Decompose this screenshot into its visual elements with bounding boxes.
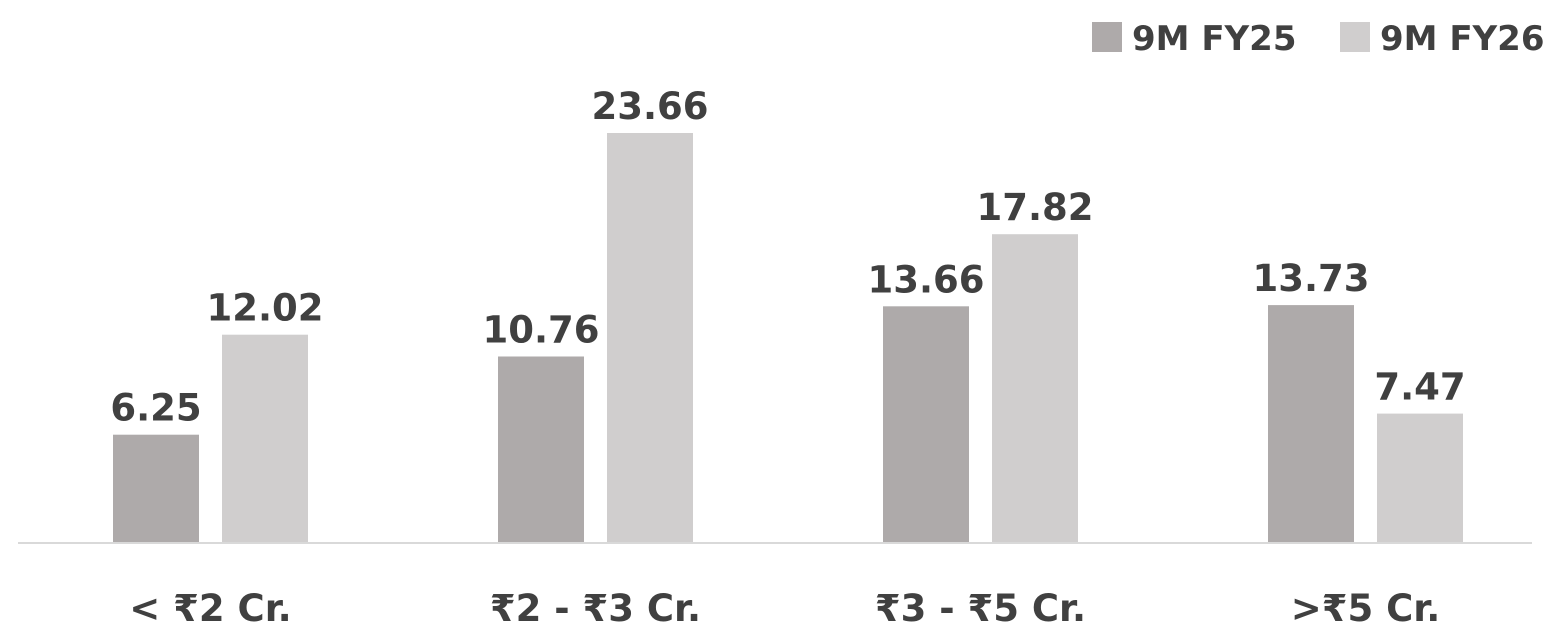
bar-series-2-category-2 [607,133,693,543]
value-label-series-2-category-3: 17.82 [976,186,1093,229]
legend-label-series-1: 9M FY25 [1132,19,1297,59]
value-label-series-2-category-4: 7.47 [1374,366,1465,409]
bar-series-2-category-3 [992,234,1078,543]
value-label-series-1-category-3: 13.66 [867,258,984,301]
legend-swatch-series-1 [1092,22,1122,52]
bar-series-2-category-1 [222,334,308,543]
bar-series-1-category-2 [498,356,584,543]
x-tick-label-1: < ₹2 Cr. [129,587,291,630]
bars-group [113,133,1463,543]
value-label-series-2-category-1: 12.02 [206,287,323,330]
value-label-series-1-category-2: 10.76 [482,309,599,352]
bar-series-2-category-4 [1377,413,1463,543]
bar-series-1-category-1 [113,434,199,543]
value-label-series-1-category-1: 6.25 [110,387,201,430]
value-label-series-2-category-2: 23.66 [591,85,708,128]
legend: 9M FY25 9M FY26 [1092,19,1545,59]
legend-label-series-2: 9M FY26 [1380,19,1545,59]
x-tick-labels-group: < ₹2 Cr. ₹2 - ₹3 Cr. ₹3 - ₹5 Cr. >₹5 Cr. [129,587,1440,630]
x-tick-label-3: ₹3 - ₹5 Cr. [875,587,1086,630]
bar-series-1-category-4 [1268,305,1354,543]
value-labels-group: 6.25 12.02 10.76 23.66 13.66 17.82 13.73 7.47 [110,85,1465,430]
x-tick-label-2: ₹2 - ₹3 Cr. [490,587,701,630]
value-label-series-1-category-4: 13.73 [1252,257,1369,300]
x-tick-label-4: >₹5 Cr. [1291,587,1441,630]
legend-swatch-series-2 [1340,22,1370,52]
bar-series-1-category-3 [883,306,969,543]
